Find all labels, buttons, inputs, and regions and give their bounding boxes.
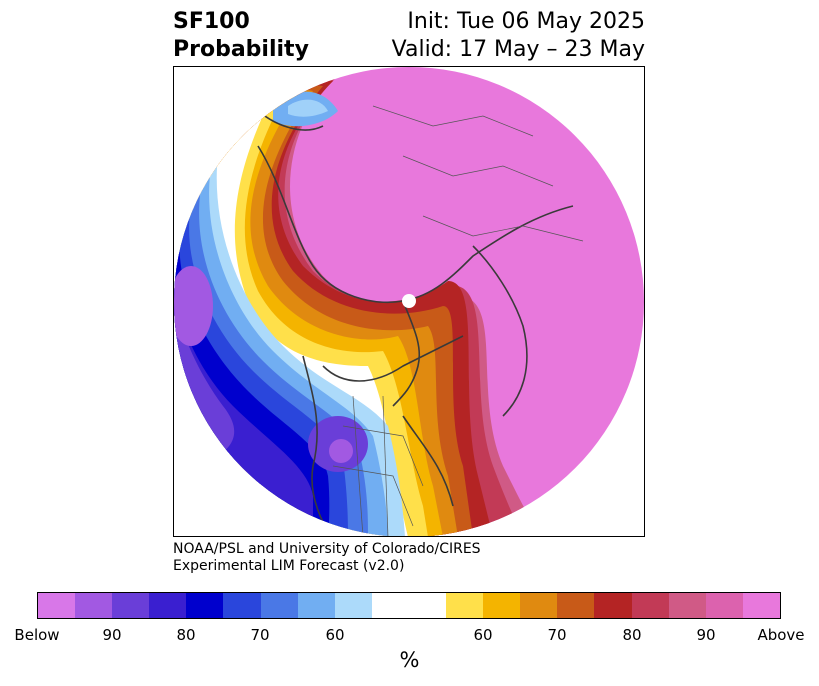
colorbar-swatch <box>483 593 521 618</box>
colorbar-swatch <box>149 593 187 618</box>
colorbar-swatch <box>594 593 632 618</box>
colorbar-swatch <box>297 593 335 618</box>
colorbar-swatch <box>186 593 224 618</box>
colorbar <box>37 592 781 619</box>
colorbar-tick-label: 90 <box>102 626 122 644</box>
colorbar-swatch <box>38 593 76 618</box>
colorbar-ticks: Below 90 80 70 60 60 70 80 90 Above <box>0 626 819 648</box>
colorbar-swatch <box>223 593 261 618</box>
colorbar-swatch <box>371 593 409 618</box>
colorbar-swatch <box>742 593 780 618</box>
colorbar-swatch <box>557 593 595 618</box>
colorbar-swatch <box>705 593 743 618</box>
colorbar-swatch <box>446 593 484 618</box>
credit-block: NOAA/PSL and University of Colorado/CIRE… <box>173 541 481 575</box>
colorbar-tick-label: 60 <box>473 626 493 644</box>
colorbar-tick-label: 60 <box>325 626 345 644</box>
colorbar-tick-label: 80 <box>176 626 196 644</box>
colorbar-swatch <box>631 593 669 618</box>
colorbar-tick-label: 70 <box>250 626 270 644</box>
init-date: Init: Tue 06 May 2025 <box>407 9 645 34</box>
colorbar-tick-label: Below <box>14 626 60 644</box>
credit-line-1: NOAA/PSL and University of Colorado/CIRE… <box>173 541 481 557</box>
credit-line-2: Experimental LIM Forecast (v2.0) <box>173 558 405 574</box>
title-block-right: Init: Tue 06 May 2025 Valid: 17 May – 23… <box>330 8 645 64</box>
colorbar-swatch <box>520 593 558 618</box>
polar-map <box>173 66 645 537</box>
colorbar-tick-label: 70 <box>547 626 567 644</box>
colorbar-swatch <box>668 593 706 618</box>
borders <box>332 105 584 537</box>
colorbar-tick-label: Above <box>757 626 805 644</box>
colorbar-swatch <box>112 593 150 618</box>
colorbar-tick-label: 80 <box>622 626 642 644</box>
north-pole-marker <box>402 294 416 308</box>
valid-range: Valid: 17 May – 23 May <box>391 37 645 62</box>
product-name: SF100 <box>173 9 250 34</box>
product-subtitle: Probability <box>173 37 309 62</box>
colorbar-swatch <box>75 593 113 618</box>
colorbar-tick-label: 90 <box>696 626 716 644</box>
colorbar-swatch <box>260 593 298 618</box>
title-block-left: SF100 Probability <box>173 8 309 64</box>
colorbar-swatch <box>334 593 372 618</box>
colorbar-unit: % <box>399 648 420 672</box>
colorbar-swatch <box>408 593 447 618</box>
